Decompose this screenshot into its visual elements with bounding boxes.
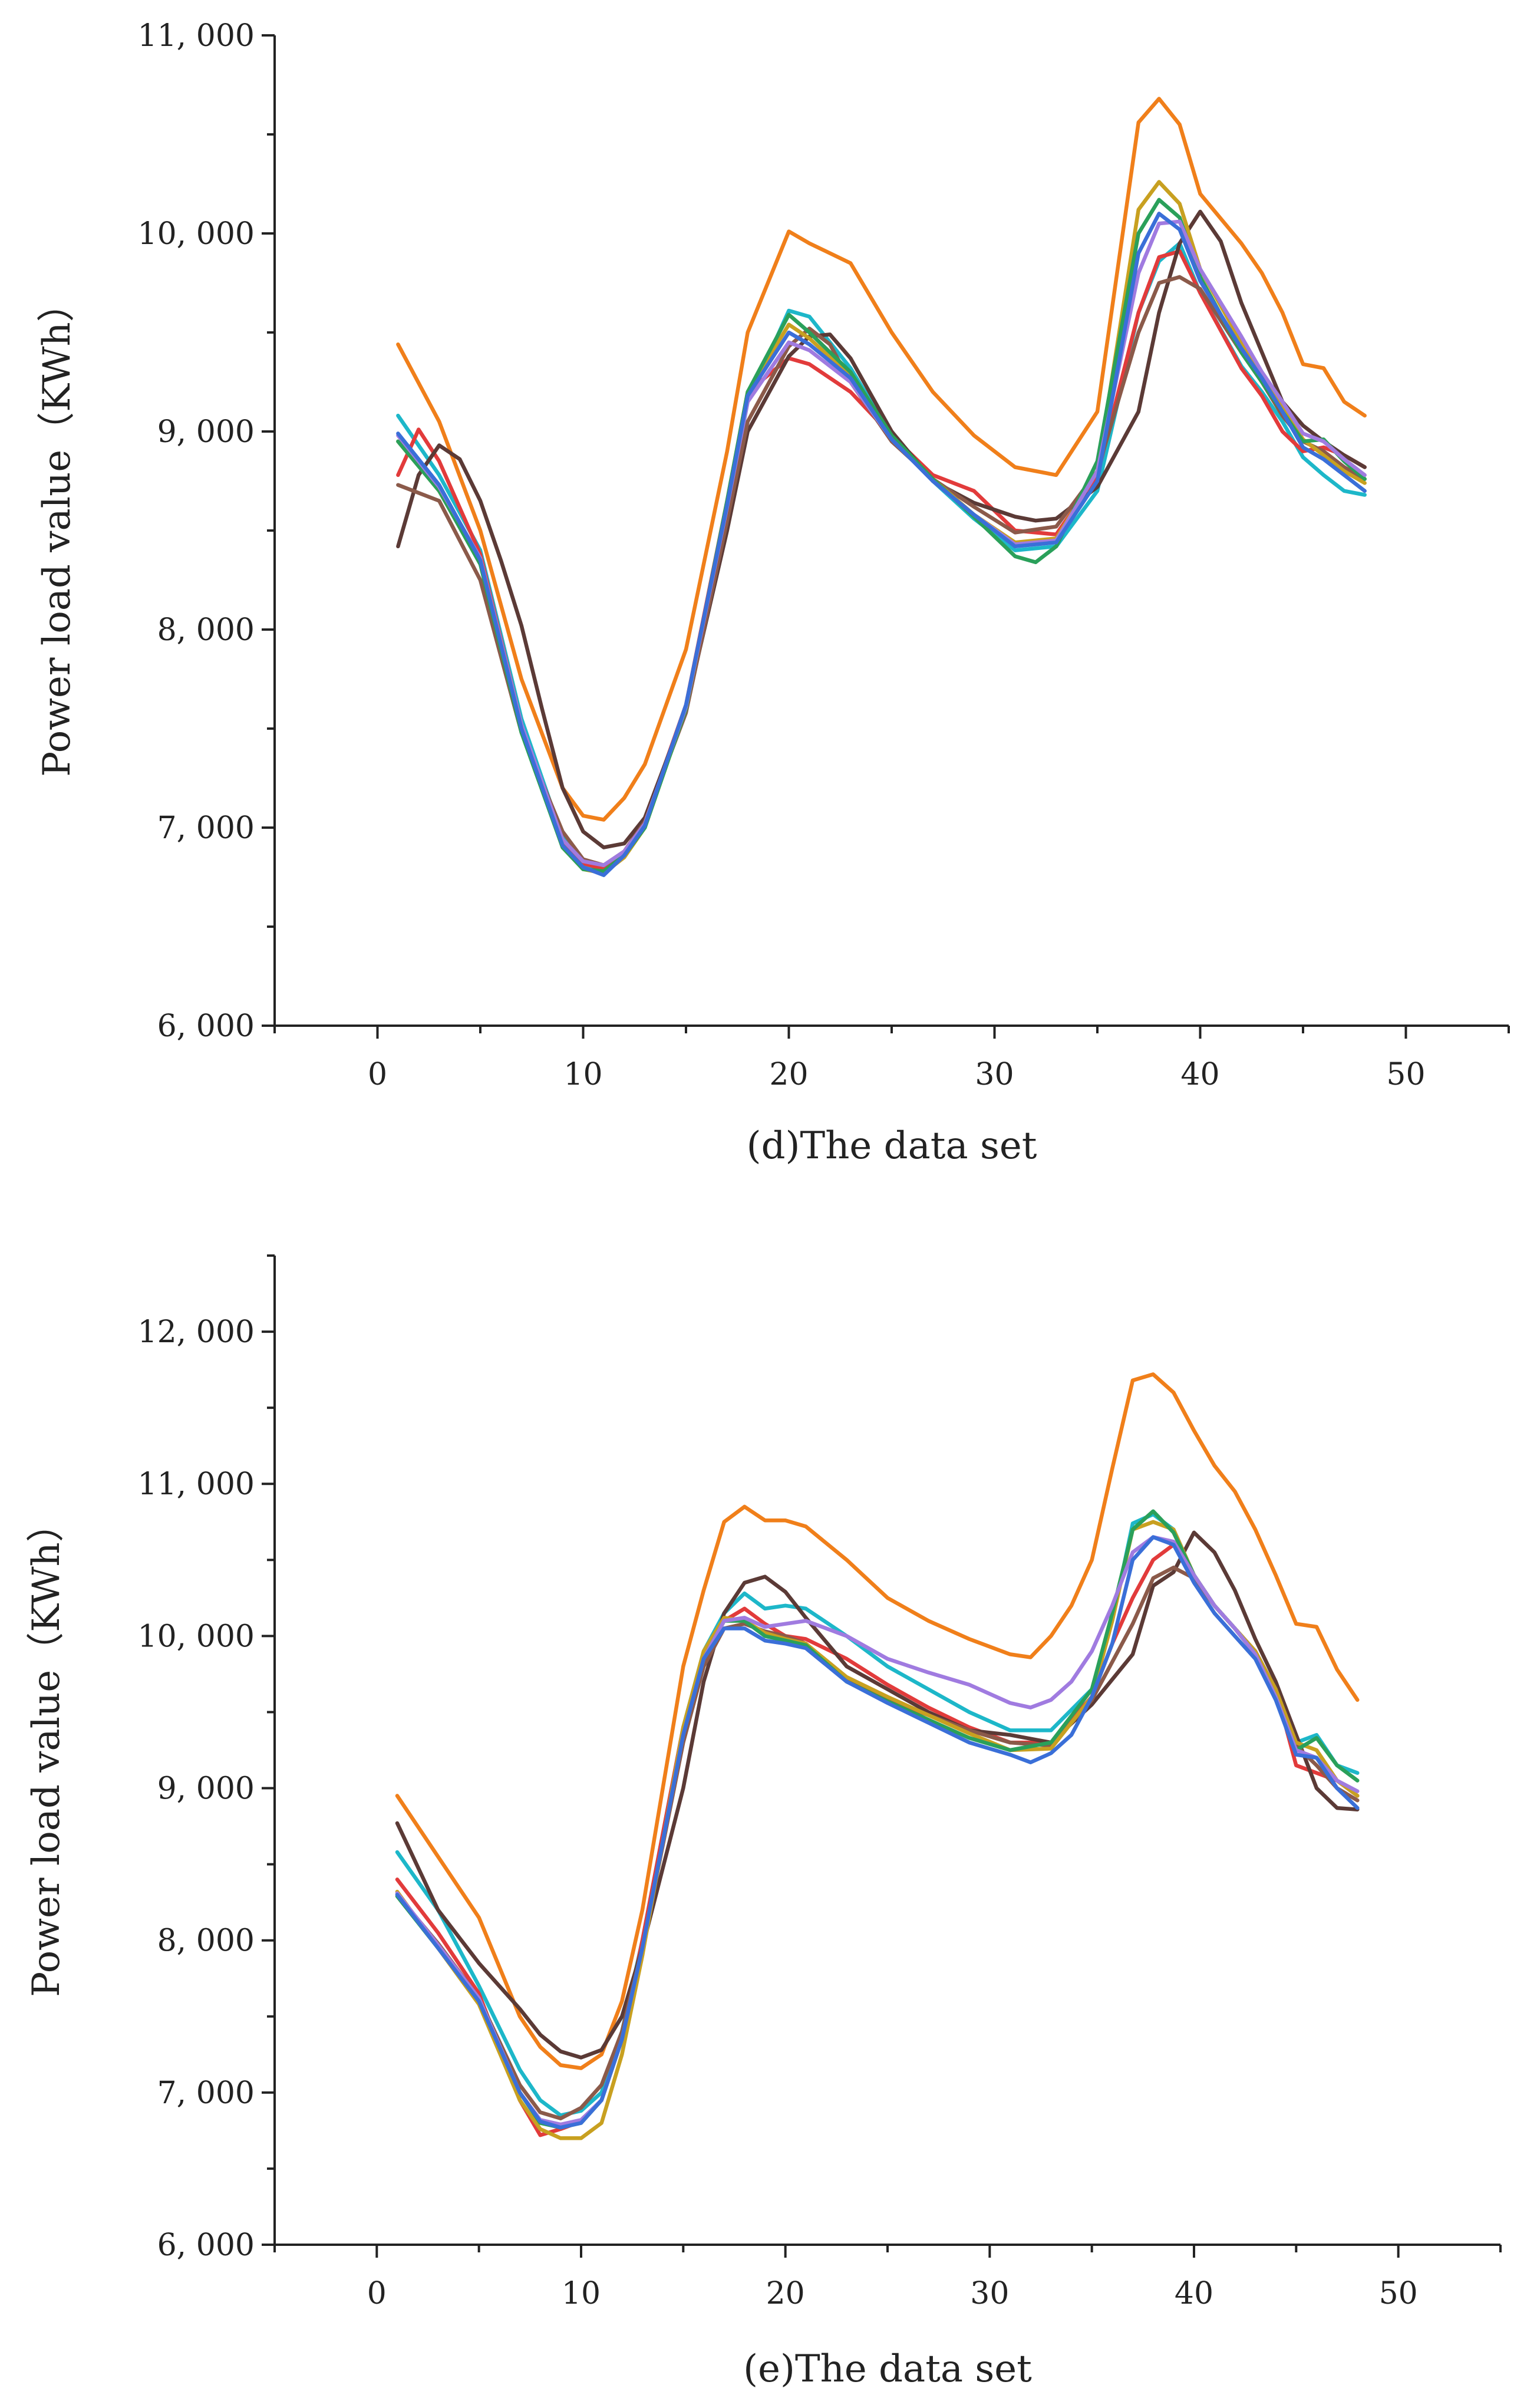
chart-e-y-axis-title: Power load value（KWh） <box>25 1504 68 1997</box>
chart-e-x-tick-label: 20 <box>766 2276 805 2311</box>
chart-e-y-tick-label: 10, 000 <box>138 1619 255 1654</box>
chart-e-x-axis-title: (e)The data set <box>743 2347 1032 2391</box>
chart-d-x-tick-label: 50 <box>1386 1057 1425 1092</box>
chart-d-x-tick-label: 0 <box>368 1057 387 1092</box>
chart-e-x-tick-label: 40 <box>1175 2276 1213 2311</box>
chart-d-series-4-line <box>396 209 1367 849</box>
chart-e-x-tick-label: 10 <box>562 2276 601 2311</box>
chart-d-y-tick-label: 7, 000 <box>157 811 255 846</box>
chart-d-y-tick-label: 9, 000 <box>157 414 255 450</box>
chart-d-x-tick-label: 20 <box>769 1057 808 1092</box>
chart-d-x-tick-label: 30 <box>975 1057 1014 1092</box>
chart-e-series-9-line <box>395 1535 1360 2130</box>
chart-e-y-tick-label: 12, 000 <box>138 1315 255 1350</box>
chart-d-y-tick-label: 8, 000 <box>157 612 255 648</box>
chart-e-x-tick-label: 50 <box>1379 2276 1418 2311</box>
chart-d-x-ticks: 0 10 20 30 40 50 <box>273 1026 1510 1092</box>
chart-d-series-1-line <box>396 97 1367 822</box>
chart-d-x-axis-title: (d)The data set <box>747 1124 1037 1168</box>
chart-e-x-ticks: 0 10 20 30 40 50 <box>273 2245 1502 2311</box>
chart-e-y-tick-label: 6, 000 <box>157 2228 255 2263</box>
chart-e-y-tick-label: 9, 000 <box>157 1771 255 1807</box>
chart-e-x-tick-label: 30 <box>970 2276 1009 2311</box>
chart-d-y-tick-label: 6, 000 <box>157 1009 255 1044</box>
chart-d-y-tick-label: 10, 000 <box>138 216 255 252</box>
chart-d-series-9-line <box>396 212 1367 877</box>
chart-d-series-group <box>396 97 1367 877</box>
chart-d-x-tick-label: 40 <box>1180 1057 1219 1092</box>
chart-e-series-group <box>395 1372 1360 2140</box>
chart-d: 6, 000 7, 000 8, 000 9, 000 10, 000 11, 000 0… <box>35 18 1510 1168</box>
chart-e-y-tick-label: 7, 000 <box>157 2076 255 2111</box>
chart-e-series-1-line <box>395 1372 1360 2070</box>
chart-d-x-tick-label: 10 <box>563 1057 602 1092</box>
chart-d-y-tick-label: 11, 000 <box>138 18 255 54</box>
chart-d-y-axis-title: Power load value（KWh） <box>35 284 79 776</box>
chart-e-y-tick-label: 11, 000 <box>138 1467 255 1502</box>
chart-e-y-tick-label: 8, 000 <box>157 1923 255 1959</box>
chart-e-series-4-line <box>395 1530 1360 2060</box>
chart-d-y-ticks: 6, 000 7, 000 8, 000 9, 000 10, 000 11, 000 <box>138 18 275 1044</box>
chart-e: 6, 000 7, 000 8, 000 9, 000 10, 000 11, 000 12… <box>25 1254 1502 2391</box>
chart-e-y-ticks: 6, 000 7, 000 8, 000 9, 000 10, 000 11, 000 12… <box>138 1254 275 2263</box>
chart-e-x-tick-label: 0 <box>367 2276 387 2311</box>
